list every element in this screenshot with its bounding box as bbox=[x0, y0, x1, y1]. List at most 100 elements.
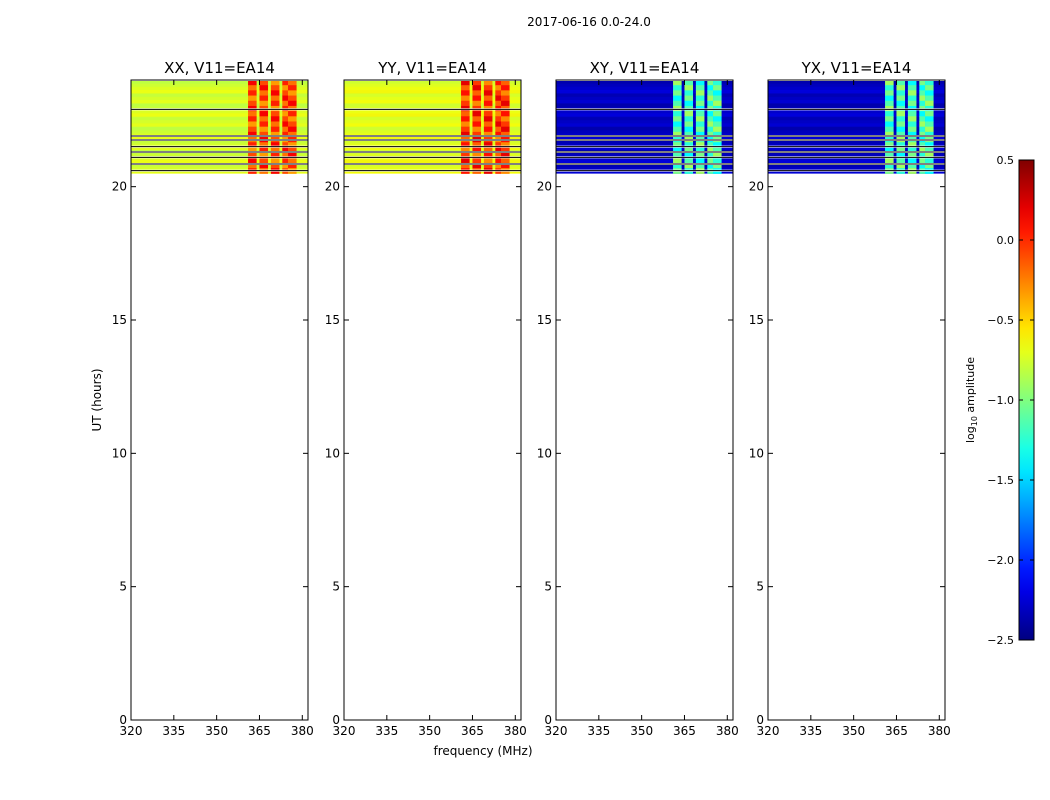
rfi-band-cell bbox=[925, 152, 934, 159]
y-tick-label: 5 bbox=[756, 580, 764, 594]
heatmap-row bbox=[344, 130, 521, 134]
heatmap-row bbox=[768, 143, 945, 148]
rfi-band-cell bbox=[919, 131, 926, 138]
colorbar-tick-label: −2.0 bbox=[987, 554, 1014, 567]
rfi-band-cell bbox=[713, 85, 722, 91]
rfi-band-cell bbox=[472, 131, 482, 138]
rfi-band-cell bbox=[270, 116, 280, 122]
heatmap-row bbox=[556, 93, 733, 98]
rfi-band-cell bbox=[907, 126, 917, 133]
colorbar-tick-label: −2.5 bbox=[987, 634, 1014, 647]
rfi-band-cell bbox=[907, 131, 917, 138]
rfi-band-cell bbox=[288, 147, 297, 154]
rfi-band-cell bbox=[472, 116, 482, 122]
y-tick-label: 0 bbox=[756, 713, 764, 727]
rfi-band-cell bbox=[259, 121, 269, 128]
rfi-band-cell bbox=[282, 100, 289, 107]
rfi-band-cell bbox=[673, 80, 682, 86]
rfi-band-cell bbox=[270, 152, 280, 159]
rfi-band-cell bbox=[483, 100, 493, 107]
heatmap-row bbox=[768, 93, 945, 98]
y-tick-label: 20 bbox=[325, 180, 340, 194]
heatmap-row bbox=[131, 146, 308, 151]
heatmap-row bbox=[556, 130, 733, 134]
rfi-band-cell bbox=[925, 95, 934, 102]
heatmap-row bbox=[556, 156, 733, 161]
rfi-band-cell bbox=[495, 95, 502, 102]
heatmap-row bbox=[344, 96, 521, 101]
heatmap-row bbox=[131, 96, 308, 101]
x-tick-label: 350 bbox=[205, 724, 228, 738]
rfi-band-cell bbox=[896, 85, 906, 91]
y-tick-label: 5 bbox=[544, 580, 552, 594]
rfi-band-cell bbox=[282, 157, 289, 164]
x-tick-label: 320 bbox=[333, 724, 356, 738]
rfi-band-cell bbox=[919, 126, 926, 133]
rfi-band-cell bbox=[885, 142, 894, 148]
rfi-band-cell bbox=[896, 121, 906, 128]
rfi-band-cell bbox=[885, 90, 894, 97]
rfi-band-cell bbox=[282, 147, 289, 154]
rfi-band-cell bbox=[501, 147, 510, 154]
rfi-band-cell bbox=[919, 100, 926, 107]
rfi-band-cell bbox=[288, 121, 297, 128]
x-tick-label: 350 bbox=[418, 724, 441, 738]
heatmap-row bbox=[131, 80, 308, 84]
heatmap-row bbox=[556, 110, 733, 114]
rfi-band-cell bbox=[495, 126, 502, 133]
heatmap-row bbox=[131, 120, 308, 124]
rfi-band-cell bbox=[885, 116, 894, 122]
rfi-band-cell bbox=[713, 100, 722, 107]
heatmap-row bbox=[768, 153, 945, 158]
rfi-band-cell bbox=[707, 85, 714, 91]
rfi-band-cell bbox=[925, 126, 934, 133]
colorbar-tick-label: −0.5 bbox=[987, 314, 1014, 327]
heatmap-row bbox=[344, 83, 521, 88]
rfi-band-cell bbox=[907, 95, 917, 102]
rfi-band-cell bbox=[248, 90, 257, 97]
rfi-band-cell bbox=[495, 90, 502, 97]
rfi-band-cell bbox=[483, 90, 493, 97]
rfi-band-cell bbox=[684, 90, 694, 97]
rfi-band-cell bbox=[925, 142, 934, 148]
rfi-band-cell bbox=[501, 116, 510, 122]
rfi-band-cell bbox=[461, 142, 470, 148]
rfi-band-cell bbox=[483, 116, 493, 122]
rfi-band-cell bbox=[707, 121, 714, 128]
rfi-band-cell bbox=[501, 162, 510, 169]
rfi-band-cell bbox=[288, 162, 297, 169]
heatmap-row bbox=[768, 156, 945, 161]
heatmap-row bbox=[556, 163, 733, 168]
rfi-band-cell bbox=[896, 162, 906, 169]
x-tick-label: 350 bbox=[630, 724, 653, 738]
rfi-band-cell bbox=[288, 126, 297, 133]
heatmap-row bbox=[556, 123, 733, 128]
rfi-band-cell bbox=[695, 116, 705, 122]
heatmap-row bbox=[344, 143, 521, 148]
heatmap-row bbox=[556, 120, 733, 124]
x-tick-label: 320 bbox=[545, 724, 568, 738]
heatmap-row bbox=[344, 90, 521, 94]
rfi-band-cell bbox=[896, 111, 906, 117]
heatmap-row bbox=[131, 90, 308, 94]
rfi-band-cell bbox=[495, 100, 502, 107]
heatmap-row bbox=[131, 123, 308, 128]
x-tick-label: 380 bbox=[928, 724, 951, 738]
heatmap-row bbox=[131, 116, 308, 121]
heatmap bbox=[131, 79, 308, 174]
heatmap-row bbox=[556, 166, 733, 171]
rfi-band-cell bbox=[259, 152, 269, 159]
rfi-band-cell bbox=[896, 90, 906, 97]
heatmap-row bbox=[131, 140, 308, 144]
rfi-band-cell bbox=[673, 90, 682, 97]
rfi-band-cell bbox=[259, 80, 269, 86]
rfi-band-cell bbox=[907, 147, 917, 154]
heatmap-row bbox=[131, 160, 308, 164]
colorbar-tick-label: −1.5 bbox=[987, 474, 1014, 487]
rfi-band-cell bbox=[501, 111, 510, 117]
rfi-band-cell bbox=[248, 126, 257, 133]
rfi-band-cell bbox=[713, 80, 722, 86]
rfi-band-cell bbox=[282, 152, 289, 159]
rfi-band-cell bbox=[461, 162, 470, 169]
rfi-band-cell bbox=[885, 100, 894, 107]
